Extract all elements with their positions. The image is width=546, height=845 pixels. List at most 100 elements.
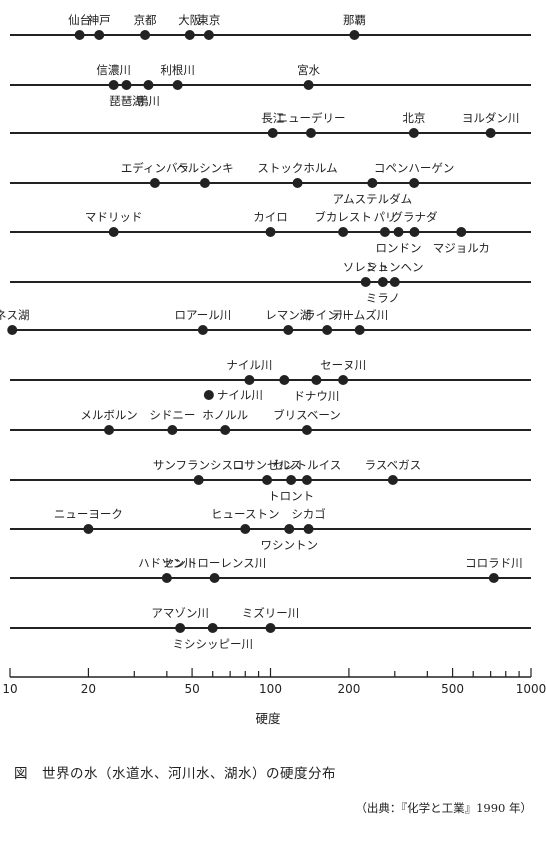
data-point <box>301 475 312 485</box>
point-label: ワシントン <box>260 538 318 552</box>
point-label: 北京 <box>402 111 425 125</box>
point-label: ミュンヘン <box>366 260 424 274</box>
data-point <box>143 80 154 90</box>
data-point <box>149 178 160 188</box>
data-point <box>389 277 400 287</box>
point-label: 京都 <box>134 13 157 27</box>
point-label: ブカレスト <box>314 210 372 224</box>
point-label: グラナダ <box>391 210 437 224</box>
point-label: ミズリー川 <box>242 606 300 620</box>
data-point <box>456 227 467 237</box>
data-point <box>279 375 290 385</box>
x-tick-label: 1000 <box>516 682 546 696</box>
data-point <box>197 325 208 335</box>
x-tick-label: 500 <box>441 682 464 696</box>
point-label: ニューヨーク <box>54 507 123 521</box>
data-point <box>121 80 132 90</box>
point-label: ハドソン川 <box>138 556 196 570</box>
point-label: パリ <box>373 210 396 224</box>
x-tick-label: 10 <box>2 682 17 696</box>
data-point <box>408 128 419 138</box>
point-label: ヘルシンキ <box>176 161 234 175</box>
data-point <box>303 80 314 90</box>
point-label: 神戸 <box>88 13 111 27</box>
data-point <box>267 128 278 138</box>
data-point <box>284 524 295 534</box>
point-label: 長江 <box>261 111 284 125</box>
data-point <box>283 325 294 335</box>
point-label: 大阪 <box>178 13 201 27</box>
data-point <box>485 128 496 138</box>
point-label: 東京 <box>197 13 220 27</box>
point-label: ロサンゼルス <box>233 458 302 472</box>
point-label: ストックホルム <box>257 161 337 175</box>
point-label: ヒューストン <box>211 507 279 521</box>
data-point <box>367 178 378 188</box>
point-label: セーヌ川 <box>320 358 366 372</box>
data-point <box>193 475 204 485</box>
point-label: コロラド川 <box>465 556 523 570</box>
data-point <box>349 30 360 40</box>
point-label: マドリッド <box>85 210 143 224</box>
point-label: 那覇 <box>343 13 366 27</box>
data-point <box>265 227 276 237</box>
point-label: 鴨川 <box>137 94 160 108</box>
figure-caption: 図 世界の水（水道水、河川水、湖水）の硬度分布 <box>14 766 336 782</box>
data-point <box>338 375 349 385</box>
point-label: ナイル川 <box>226 358 272 372</box>
point-label: カイロ <box>253 210 288 224</box>
point-label: ロアール川 <box>174 308 231 322</box>
data-point <box>175 623 186 633</box>
data-point <box>292 178 303 188</box>
point-label: ソレント <box>343 260 389 274</box>
point-label: ロンドン <box>375 241 421 255</box>
x-tick-label: 100 <box>259 682 282 696</box>
data-point <box>108 227 119 237</box>
x-tick-label: 20 <box>81 682 96 696</box>
data-point <box>184 30 195 40</box>
x-axis-label: 硬度 <box>255 711 281 726</box>
data-point <box>220 425 231 435</box>
data-point <box>303 524 314 534</box>
data-point <box>488 573 499 583</box>
x-tick-label: 50 <box>184 682 199 696</box>
point-label: ネス湖 <box>0 308 29 322</box>
data-point <box>108 80 119 90</box>
point-label: ミラノ <box>366 291 400 305</box>
data-point <box>7 325 18 335</box>
data-point <box>393 227 404 237</box>
data-point <box>338 227 349 237</box>
data-point <box>379 227 390 237</box>
point-label: テームズ川 <box>331 308 388 322</box>
data-point <box>360 277 371 287</box>
data-point <box>409 178 420 188</box>
point-label: ラスベガス <box>365 458 421 472</box>
source-citation: （出典：『化学と工業』1990 年） <box>355 801 532 815</box>
data-point <box>161 573 172 583</box>
data-point <box>240 524 251 534</box>
data-point <box>167 425 178 435</box>
data-point <box>265 623 276 633</box>
point-label: レマン湖 <box>265 308 311 322</box>
point-label: マジョルカ <box>433 241 490 255</box>
point-label: 信濃川 <box>96 63 131 77</box>
point-label: 宮水 <box>297 63 320 77</box>
point-label: アムステルダム <box>332 192 412 206</box>
data-point <box>140 30 151 40</box>
point-label: ホノルル <box>202 408 248 422</box>
data-point <box>262 475 273 485</box>
x-tick-label: 200 <box>337 682 360 696</box>
data-point <box>94 30 105 40</box>
point-label: ブリスベーン <box>273 408 341 422</box>
data-point <box>322 325 333 335</box>
data-point <box>203 390 214 400</box>
data-point <box>354 325 365 335</box>
data-point <box>83 524 94 534</box>
point-label: ヨルダン川 <box>462 111 520 125</box>
point-label: トロント <box>268 489 314 503</box>
data-point <box>172 80 183 90</box>
point-label: エディンバラ <box>121 161 189 175</box>
data-point <box>286 475 297 485</box>
point-label: コペンハーゲン <box>374 161 455 175</box>
